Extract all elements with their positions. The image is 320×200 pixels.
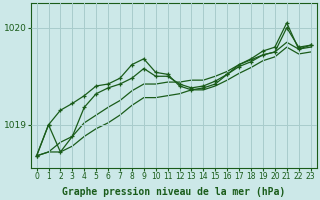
X-axis label: Graphe pression niveau de la mer (hPa): Graphe pression niveau de la mer (hPa) xyxy=(62,186,285,197)
